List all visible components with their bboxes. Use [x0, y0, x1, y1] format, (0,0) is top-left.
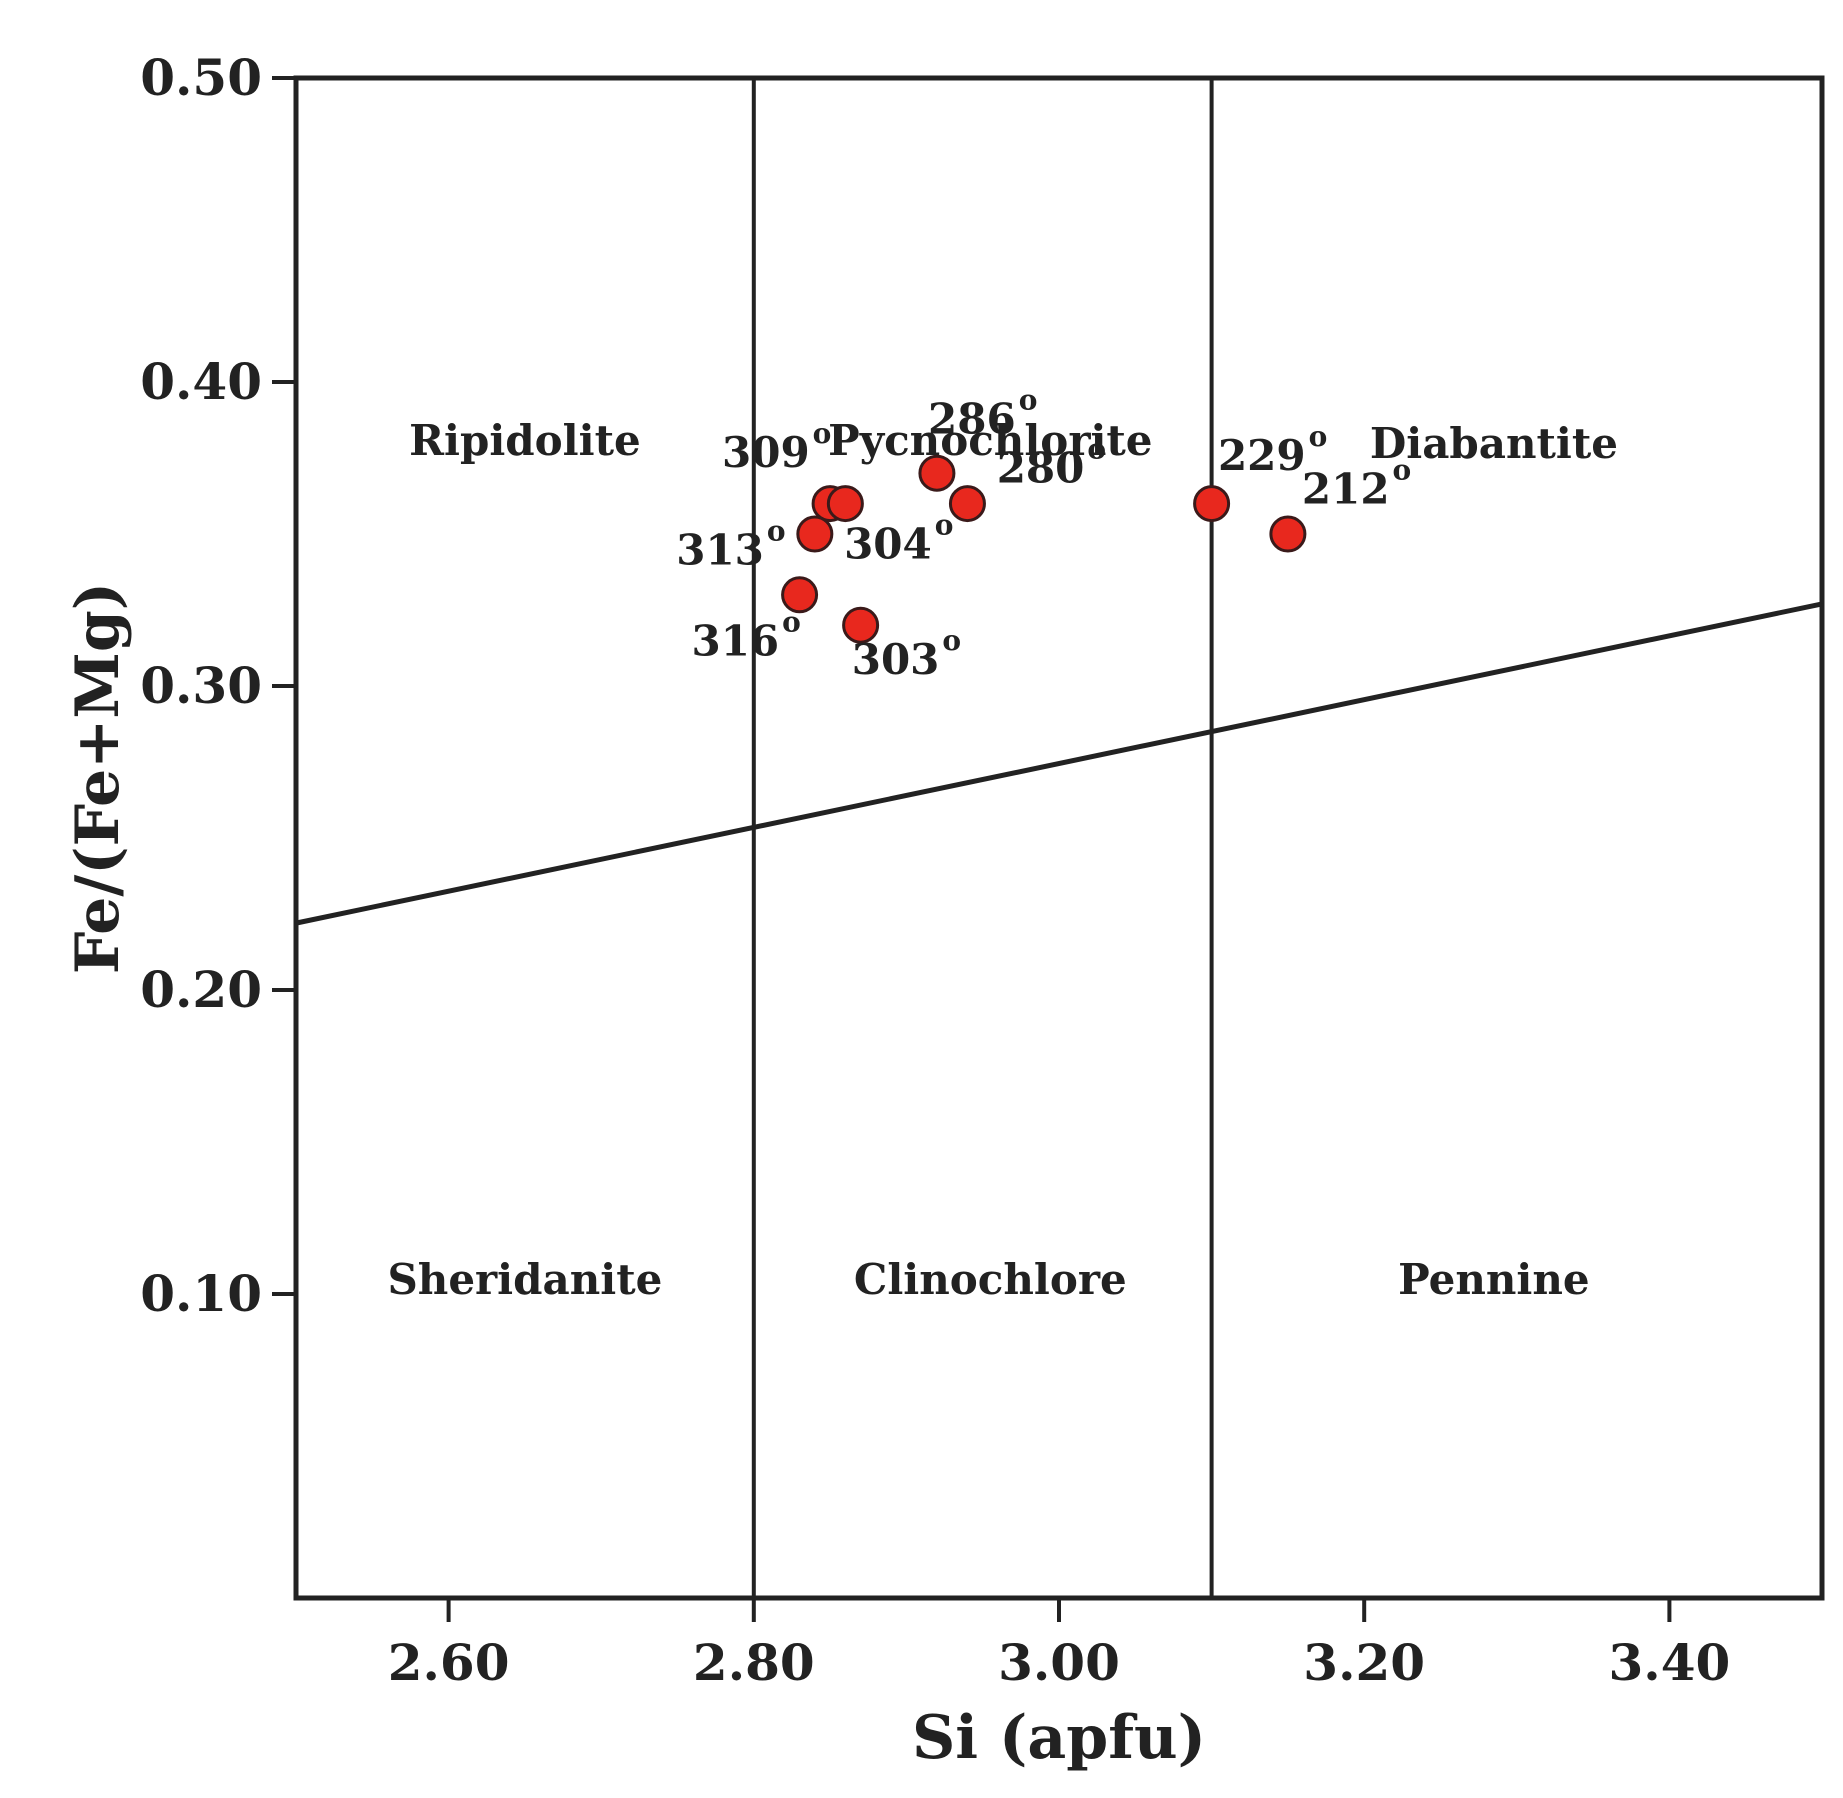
region-label: Diabantite [1370, 419, 1618, 468]
point-label: 316 o [691, 606, 800, 666]
x-axis: 2.60 2.80 3.00 3.20 3.40 [388, 1598, 1731, 1692]
point-label: 286 o [928, 384, 1037, 444]
point-label-superscript: o [1309, 420, 1328, 453]
region-label: Pennine [1398, 1255, 1589, 1304]
y-tick-label: 0.20 [140, 960, 262, 1019]
point-label: 229 o [1218, 420, 1327, 480]
data-point [918, 454, 956, 492]
point-label: 280 o [997, 432, 1106, 492]
point-label-superscript: o [813, 417, 832, 450]
point-label-value: 286 [928, 395, 1016, 444]
x-tick-label: 3.00 [998, 1633, 1120, 1692]
point-label: 212 o [1302, 454, 1411, 514]
y-tick-label: 0.50 [140, 48, 262, 107]
x-tick-label: 2.80 [693, 1633, 815, 1692]
data-points [781, 454, 1307, 644]
region-label: Pycnochlorite [828, 416, 1152, 465]
classification-boundaries [295, 78, 1823, 1598]
region-labels: Ripidolite Pycnochlorite Diabantite Sherida… [387, 416, 1618, 1304]
x-tick-label: 3.40 [1609, 1633, 1731, 1692]
data-point [796, 515, 834, 553]
y-tick-label: 0.30 [140, 656, 262, 715]
point-label-value: 304 [844, 519, 932, 568]
point-label: 304 o [844, 508, 953, 568]
data-point [948, 485, 986, 523]
point-label-value: 303 [852, 635, 940, 684]
point-label-superscript: o [1393, 454, 1412, 487]
data-point [1193, 485, 1231, 523]
point-label: 303 o [852, 624, 961, 684]
y-axis: 0.10 0.20 0.30 0.40 0.50 [140, 48, 296, 1323]
point-label-value: 316 [691, 617, 779, 666]
x-tick-label: 2.60 [388, 1633, 510, 1692]
y-axis-title: Fe/(Fe+Mg) [63, 582, 133, 974]
data-point [781, 576, 819, 614]
point-label-superscript: o [1019, 384, 1038, 417]
point-label-value: 212 [1302, 465, 1390, 514]
point-label-superscript: o [942, 624, 961, 657]
point-label-superscript: o [767, 514, 786, 547]
point-label-value: 313 [676, 525, 764, 574]
region-label: Ripidolite [409, 416, 641, 465]
point-label: 309 o [722, 417, 831, 477]
y-tick-label: 0.10 [140, 1264, 262, 1323]
x-axis-title: Si (apfu) [912, 1703, 1206, 1773]
point-label-value: 280 [997, 443, 1085, 492]
point-label-value: 229 [1218, 431, 1306, 480]
data-point [842, 606, 880, 644]
plot-border [293, 75, 1825, 1601]
point-label: 313 o [676, 514, 785, 574]
region-label: Clinochlore [854, 1255, 1127, 1304]
sloped-boundary-line [295, 601, 1823, 926]
point-label-value: 309 [722, 428, 810, 477]
point-label-superscript: o [782, 606, 801, 639]
y-tick-label: 0.40 [140, 352, 262, 411]
plot-frame [293, 75, 1825, 1601]
region-label: Sheridanite [387, 1255, 662, 1304]
point-label-superscript: o [1087, 432, 1106, 465]
data-point [826, 485, 864, 523]
x-tick-label: 3.20 [1303, 1633, 1425, 1692]
point-label-superscript: o [935, 508, 954, 541]
data-point [1269, 515, 1307, 553]
